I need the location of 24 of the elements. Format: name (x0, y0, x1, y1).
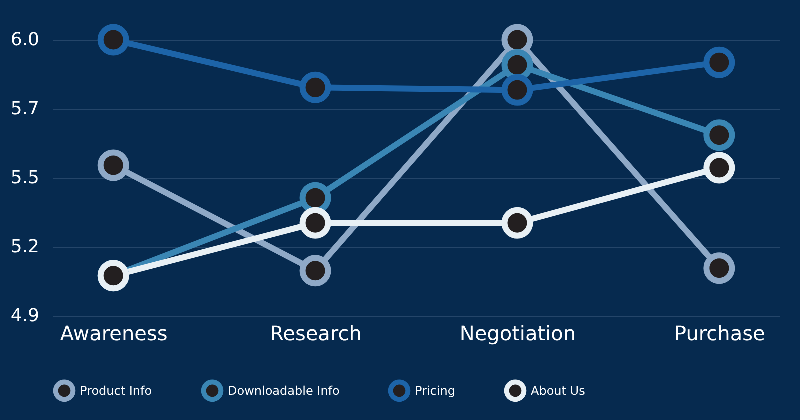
x-tick-label: Research (270, 322, 362, 346)
legend-label: About Us (531, 384, 586, 398)
point (502, 207, 534, 239)
legend-label: Downloadable Info (228, 384, 340, 398)
y-tick-label: 5.5 (10, 168, 40, 188)
point (502, 74, 534, 106)
x-tick-label: Negotiation (460, 322, 576, 346)
point (704, 120, 736, 152)
point (300, 255, 332, 287)
point (300, 72, 332, 104)
point (704, 46, 736, 78)
y-tick-label: 5.2 (10, 236, 40, 258)
x-tick-label: Awareness (60, 322, 168, 346)
x-tick-label: Purchase (674, 322, 766, 346)
point (98, 150, 130, 182)
point (300, 207, 332, 239)
point (704, 252, 736, 284)
point (98, 24, 130, 56)
y-tick-label: 4.9 (10, 306, 40, 326)
point (704, 152, 736, 184)
legend-label: Product Info (80, 384, 152, 398)
y-tick-label: 5.7 (10, 98, 40, 120)
y-tick-label: 6.0 (10, 30, 40, 50)
legend-label: Pricing (415, 384, 456, 398)
